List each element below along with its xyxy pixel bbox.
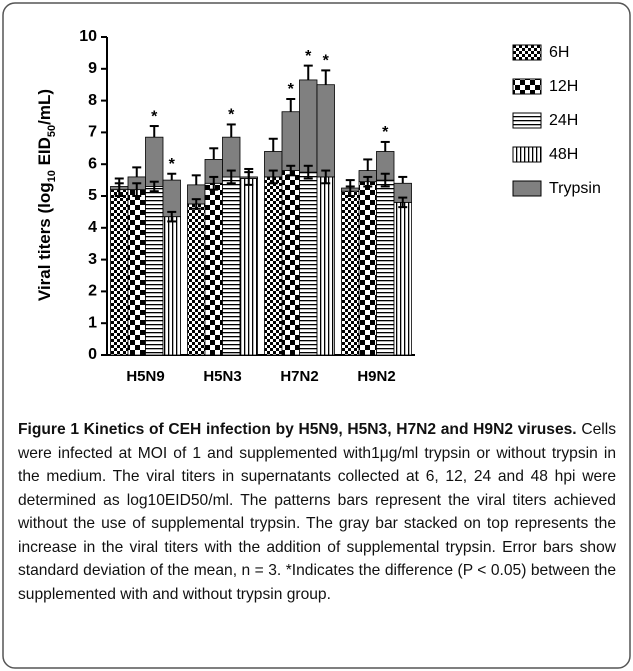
significance-star: *	[151, 108, 158, 125]
y-axis-label-part: 10	[46, 170, 58, 182]
bar	[222, 176, 241, 356]
x-tick-label: H5N3	[203, 368, 241, 385]
legend-swatch	[512, 112, 542, 129]
trypsin-bar	[316, 84, 335, 178]
y-tick-label: 1	[88, 314, 97, 331]
legend-swatch	[512, 78, 542, 95]
y-axis-label-part: /mL)	[35, 89, 54, 125]
y-tick-label: 3	[88, 251, 97, 268]
y-tick-label: 0	[88, 346, 97, 363]
significance-star: *	[228, 107, 235, 124]
y-axis-label-part: Viral titers (log	[35, 182, 54, 301]
significance-star: *	[305, 48, 312, 65]
trypsin-bar	[299, 79, 318, 173]
y-tick-label: 9	[88, 60, 97, 77]
y-axis-label-part: 50	[46, 125, 58, 137]
significance-star: *	[169, 156, 176, 173]
legend-swatch	[512, 180, 542, 197]
y-tick-label: 6	[88, 155, 97, 172]
y-tick-label: 4	[88, 219, 97, 236]
y-tick-label: 8	[88, 92, 97, 109]
significance-star: *	[288, 81, 295, 98]
bar	[341, 190, 360, 356]
caption-title: Figure 1 Kinetics of CEH infection by H5…	[18, 421, 577, 438]
bar	[281, 170, 300, 356]
bar	[316, 176, 335, 356]
bar	[239, 178, 258, 356]
y-axis-label: Viral titers (log10 EID50/mL)	[35, 89, 57, 301]
legend-label: Trypsin	[549, 180, 601, 197]
bar	[204, 182, 223, 356]
y-tick-label: 2	[88, 283, 97, 300]
caption: Figure 1 Kinetics of CEH infection by H5…	[18, 418, 616, 606]
bar	[299, 171, 318, 356]
bar	[127, 189, 146, 356]
legend-swatch	[512, 146, 542, 163]
legend-label: 48H	[549, 146, 578, 163]
y-axis-label-part: EID	[35, 137, 54, 170]
y-tick-label: 7	[88, 124, 97, 141]
trypsin-bar	[145, 136, 164, 187]
bar	[376, 179, 395, 356]
bar	[358, 181, 377, 356]
legend-swatch	[512, 44, 542, 61]
legend-label: 6H	[549, 44, 569, 61]
bar	[145, 186, 164, 356]
y-tick-label: 5	[88, 187, 97, 204]
trypsin-bar	[281, 111, 300, 171]
bar	[162, 216, 181, 356]
significance-star: *	[323, 53, 330, 70]
x-tick-label: H9N2	[357, 368, 395, 385]
y-tick-label: 10	[79, 28, 97, 45]
bar	[110, 189, 129, 356]
legend-label: 12H	[549, 78, 578, 95]
legend-label: 24H	[549, 112, 578, 129]
bar	[187, 203, 206, 356]
bar	[393, 201, 412, 356]
x-tick-label: H5N9	[126, 368, 164, 385]
significance-star: *	[382, 124, 389, 141]
bar	[264, 176, 283, 356]
caption-text: Cells were infected at MOI of 1 and supp…	[18, 421, 616, 603]
x-tick-label: H7N2	[280, 368, 318, 385]
